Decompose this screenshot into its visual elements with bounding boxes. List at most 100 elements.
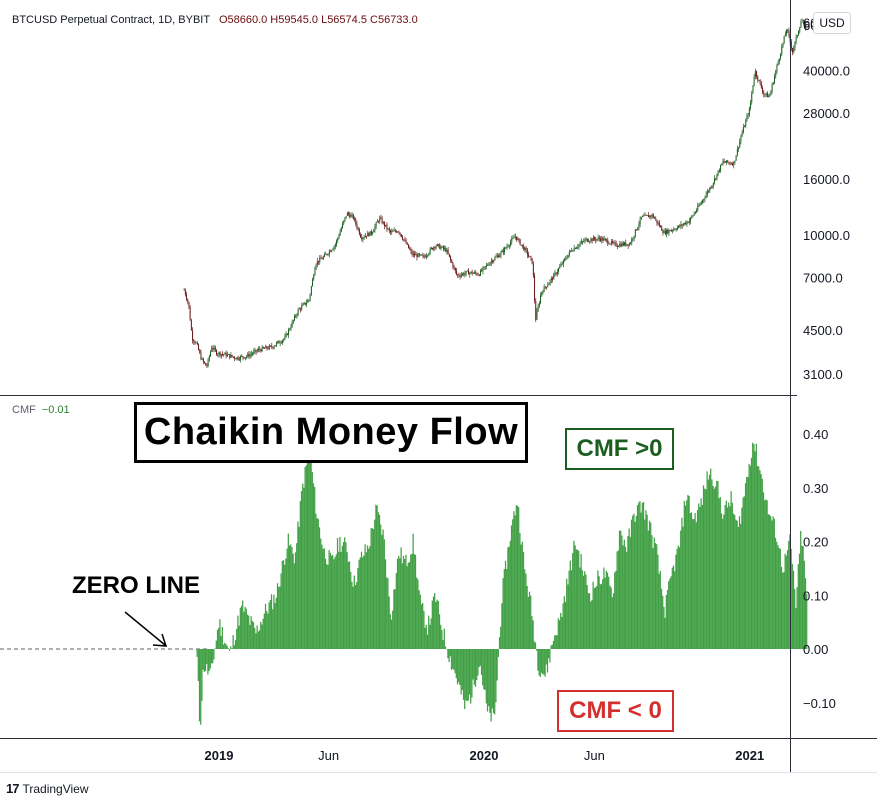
cmf-bar <box>782 572 784 649</box>
cmf-bar <box>431 600 433 649</box>
price-candle <box>730 163 732 165</box>
cmf-bar <box>724 505 726 649</box>
footer[interactable]: 17 TradingView <box>6 781 89 796</box>
cmf-bar <box>492 649 495 713</box>
cmf-bar <box>381 534 383 649</box>
price-candle <box>561 264 563 265</box>
cmf-bar <box>438 614 441 649</box>
cmf-bar <box>662 595 664 649</box>
price-candle <box>304 302 306 305</box>
price-candle <box>520 244 522 246</box>
cmf-bar <box>604 577 606 649</box>
cmf-bar <box>700 498 702 649</box>
cmf-bar <box>317 519 319 649</box>
cmf-bar <box>460 649 462 695</box>
cmf-bar <box>416 577 418 649</box>
cmf-bar <box>212 649 214 664</box>
price-candle <box>387 228 389 230</box>
cmf-bar <box>299 501 301 649</box>
price-candle <box>236 357 238 360</box>
cmf-bar <box>612 593 615 649</box>
indicator-legend[interactable]: CMF −0.01 <box>12 404 70 416</box>
currency-button[interactable]: USD <box>813 12 851 34</box>
price-candle <box>536 311 538 320</box>
cmf-bar <box>388 596 390 649</box>
cmf-bar <box>342 542 345 649</box>
cmf-bar <box>220 635 222 649</box>
cmf-bar <box>690 512 693 649</box>
price-candle <box>315 264 317 269</box>
cmf-bar <box>363 555 365 649</box>
price-candle <box>250 353 252 355</box>
cmf-bar <box>348 561 351 649</box>
cmf-bar <box>746 476 748 649</box>
price-candle <box>475 272 477 274</box>
time-axis[interactable]: 2019 Jun 2020 Jun 2021 <box>205 748 765 763</box>
price-candle <box>670 230 672 232</box>
cmf-bar <box>272 609 274 649</box>
price-candle <box>426 255 428 258</box>
price-candle <box>438 244 440 246</box>
price-candle <box>790 42 792 49</box>
cmf-bar <box>312 483 315 649</box>
cmf-bar <box>246 614 249 649</box>
cmf-bar <box>292 553 294 649</box>
cmf-bar <box>500 626 502 649</box>
price-candle <box>240 356 242 360</box>
price-candle <box>355 218 357 224</box>
cmf-bar <box>704 488 706 649</box>
price-candle <box>526 249 528 255</box>
cmf-bar <box>772 516 774 649</box>
price-candle <box>740 136 742 141</box>
price-candle <box>276 342 278 346</box>
cmf-bar <box>548 649 550 659</box>
cmf-bar <box>626 551 628 649</box>
price-candle <box>580 241 582 244</box>
cmf-bar <box>768 514 771 649</box>
cmf-bar <box>497 649 499 658</box>
cmf-bar <box>455 649 457 679</box>
cmf-bar <box>494 649 496 715</box>
price-candle <box>336 240 338 245</box>
price-candle <box>330 250 332 252</box>
cmf-bar <box>449 649 451 657</box>
price-candle <box>626 244 628 246</box>
price-candle <box>396 231 398 233</box>
price-candle <box>189 307 191 321</box>
price-candle <box>288 329 290 335</box>
cmf-bar <box>777 545 779 649</box>
price-candle <box>720 165 722 171</box>
price-candle <box>531 258 533 264</box>
cmf-bar <box>602 579 604 649</box>
price-candle <box>447 250 449 254</box>
price-candle <box>643 215 645 217</box>
cmf-bar <box>280 573 282 649</box>
cmf-bar <box>531 616 533 649</box>
cmf-bar <box>504 560 507 649</box>
brand-name: TradingView <box>22 781 89 796</box>
symbol-title[interactable]: BTCUSD Perpetual Contract, 1D, BYBIT <box>12 14 210 26</box>
price-candle <box>600 238 602 241</box>
cmf-bar <box>249 624 251 649</box>
price-tick-label: 28000.0 <box>803 106 850 121</box>
cmf-bar <box>755 443 757 649</box>
cmf-bar <box>408 561 411 649</box>
cmf-bar <box>543 649 545 675</box>
cmf-bar <box>711 479 713 649</box>
cmf-bar <box>392 610 394 649</box>
cmf-bar <box>360 551 363 649</box>
price-candle <box>411 251 413 255</box>
cmf-bar <box>534 642 537 649</box>
cmf-bar <box>275 597 277 649</box>
cmf-bar <box>616 551 618 649</box>
cmf-bar <box>598 576 600 649</box>
cmf-axis[interactable]: 0.40 0.30 0.20 0.10 0.00 −0.10 <box>803 427 836 711</box>
cmf-bar <box>316 518 318 649</box>
price-candle <box>404 239 406 241</box>
price-axis[interactable]: 3100.0 4500.0 7000.0 10000.0 16000.0 28000.0 4… <box>803 15 850 382</box>
cmf-bar <box>638 502 640 649</box>
cmf-bar <box>575 549 577 649</box>
price-candle <box>326 254 328 255</box>
price-candle <box>354 218 356 220</box>
price-candle <box>486 265 488 267</box>
